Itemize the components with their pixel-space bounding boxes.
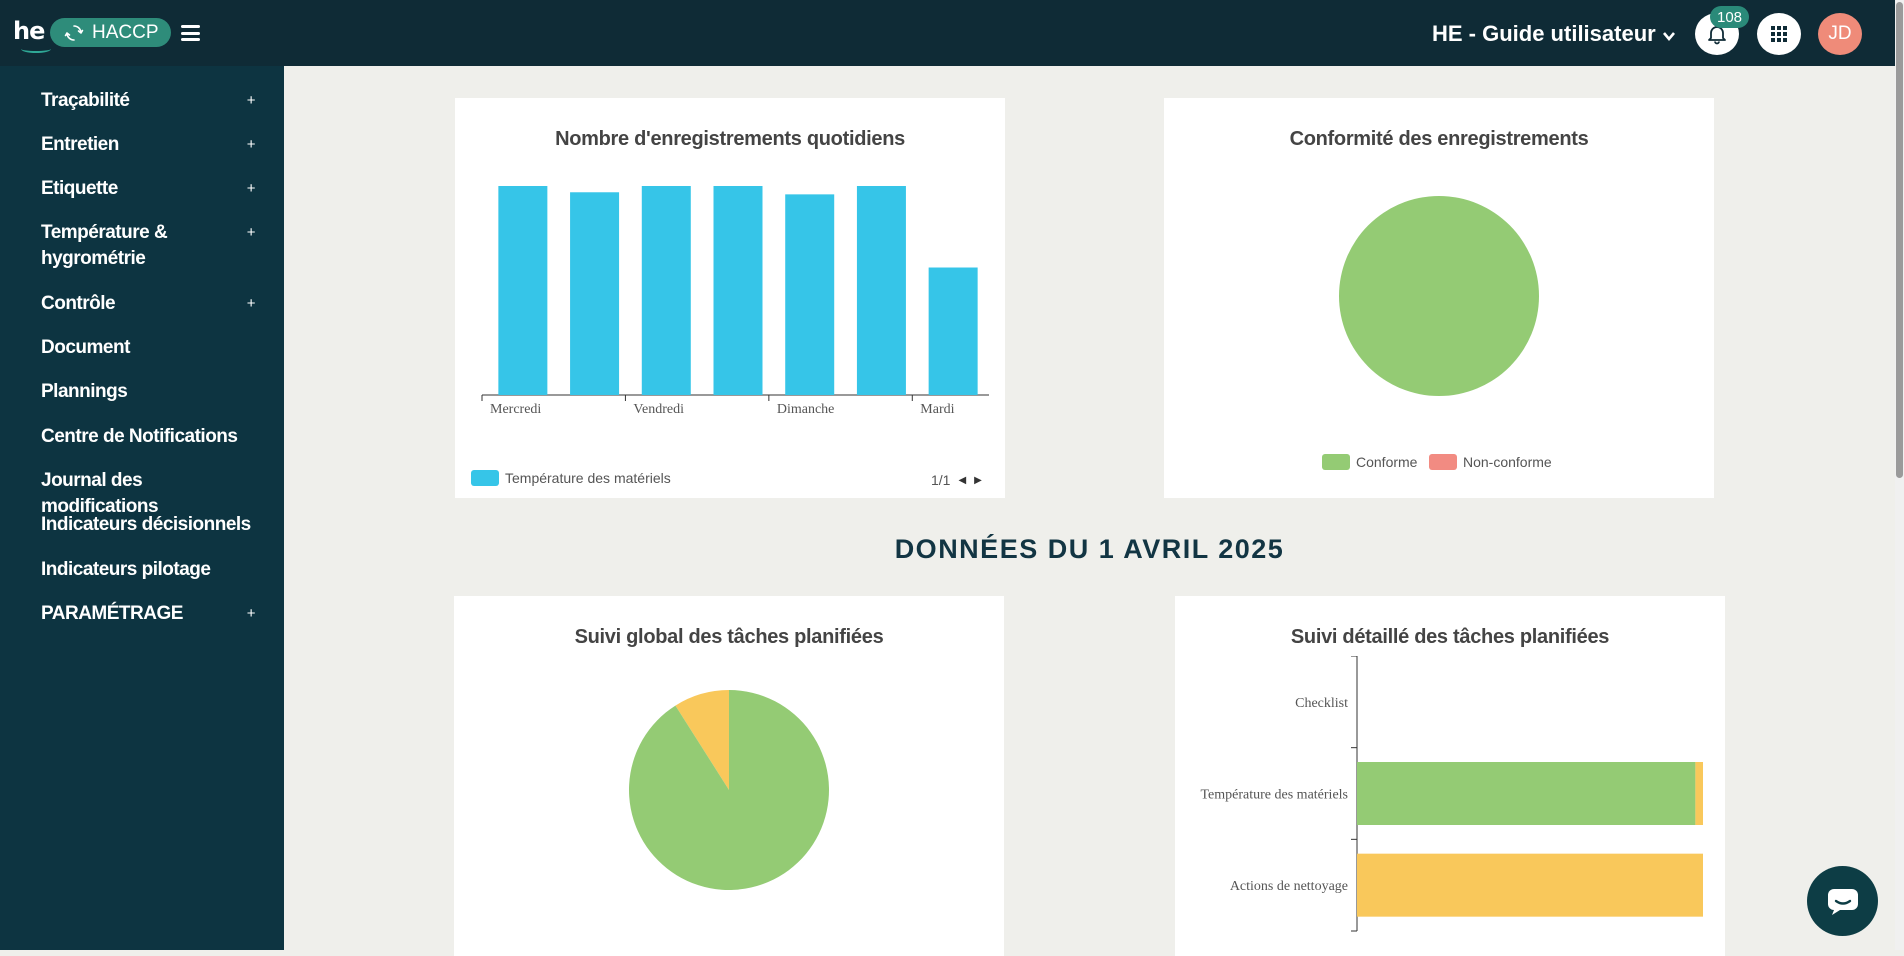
chart-title: Suivi détaillé des tâches planifiées xyxy=(1290,626,1610,648)
daily-records-card: Nombre d'enregistrements quotidiens Merc… xyxy=(455,98,1005,498)
sidebar-item-indicateurs-pilotage[interactable]: Indicateurs pilotage xyxy=(41,557,261,583)
top-bar: he HACCP HE - Guide utilisateur 108 JD xyxy=(0,0,1904,66)
haccp-product-badge[interactable]: HACCP xyxy=(50,18,171,47)
next-page-icon[interactable]: ▶ xyxy=(974,474,982,486)
expand-icon: + xyxy=(246,136,256,153)
bar-lundi xyxy=(856,186,906,395)
sidebar-item-temperature-hygrometrie[interactable]: Température & hygrométrie + xyxy=(41,220,256,272)
conformity-pie-chart xyxy=(1339,196,1539,396)
detailed-tasks-bar-chart: Checklist Température des matériels Action… xyxy=(1200,656,1703,932)
expand-icon: + xyxy=(246,605,256,622)
sidebar-item-indicateurs-decisionnels[interactable]: Indicateurs décisionnels xyxy=(41,512,261,538)
chart-title: Suivi global des tâches planifiées xyxy=(574,626,884,648)
sidebar-item-label: Indicateurs pilotage xyxy=(41,559,211,580)
user-avatar[interactable]: JD xyxy=(1818,13,1862,55)
sidebar-item-centre-notifications[interactable]: Centre de Notifications xyxy=(41,424,261,450)
sidebar-item-label: Contrôle xyxy=(41,293,116,314)
legend-label: Température des matériels xyxy=(505,470,671,486)
bar-vendredi xyxy=(641,186,691,395)
legend-swatch xyxy=(471,470,499,486)
sidebar-item-label: Etiquette xyxy=(41,178,118,199)
chat-bubble-icon xyxy=(1827,889,1858,915)
sidebar-item-label: Journal des modifications xyxy=(41,470,159,517)
section-heading: DONNÉES DU 1 AVRIL 2025 xyxy=(894,534,1285,564)
sidebar-item-label: Document xyxy=(41,337,130,358)
x-tick-label: Mercredi xyxy=(490,402,541,417)
expand-icon: + xyxy=(246,224,256,241)
x-tick-label: Dimanche xyxy=(777,402,835,417)
pie-slice-pending xyxy=(675,690,729,790)
y-tick-label: Actions de nettoyage xyxy=(1230,879,1348,894)
grid-icon xyxy=(1771,26,1787,42)
menu-toggle-icon[interactable] xyxy=(181,25,200,41)
legend-item-temperature[interactable]: Température des matériels xyxy=(471,470,671,486)
notification-count-badge: 108 xyxy=(1710,6,1750,28)
sidebar-item-label: PARAMÉTRAGE xyxy=(41,603,183,624)
chart-title: Conformité des enregistrements xyxy=(1289,128,1589,150)
y-tick-label: Checklist xyxy=(1295,696,1348,711)
prev-page-icon[interactable]: ◀ xyxy=(958,474,967,486)
sidebar-item-controle[interactable]: Contrôle + xyxy=(41,291,261,317)
he-logo[interactable]: he xyxy=(13,17,51,53)
pie-slice-done xyxy=(629,690,829,890)
detailed-tasks-card: Suivi détaillé des tâches planifiées Che… xyxy=(1175,596,1725,956)
pie-slice-conforme xyxy=(1339,196,1539,396)
chevron-down-icon xyxy=(1662,32,1675,42)
sidebar-item-label: Plannings xyxy=(41,381,128,402)
x-tick-label: Mardi xyxy=(920,402,954,417)
legend-label: Non-conforme xyxy=(1463,454,1552,470)
sidebar-item-journal-modifications[interactable]: Journal des modifications xyxy=(41,468,261,520)
x-tick-label: Vendredi xyxy=(633,402,684,417)
sidebar-item-tracabilite[interactable]: Traçabilité + xyxy=(41,88,261,114)
global-tasks-card: Suivi global des tâches planifiées xyxy=(454,596,1004,956)
bar-samedi xyxy=(713,186,763,395)
daily-records-bar-chart: Mercredi Vendredi Dimanche Mardi xyxy=(481,186,989,417)
bar-mercredi xyxy=(498,186,548,395)
legend-swatch xyxy=(1429,454,1457,470)
y-tick-label: Température des matériels xyxy=(1200,788,1348,803)
bar-dimanche xyxy=(785,194,835,395)
sidebar-item-entretien[interactable]: Entretien + xyxy=(41,132,261,158)
sidebar-item-etiquette[interactable]: Etiquette + xyxy=(41,176,261,202)
recycle-icon xyxy=(64,24,84,41)
scrollbar-thumb[interactable] xyxy=(1896,2,1903,478)
page-scrollbar[interactable] xyxy=(1895,0,1904,950)
legend-item-non-conforme[interactable]: Non-conforme xyxy=(1429,454,1552,470)
bar-mardi xyxy=(928,267,978,395)
sidebar-item-document[interactable]: Document xyxy=(41,335,261,361)
bar-segment xyxy=(1357,762,1696,825)
legend-item-conforme[interactable]: Conforme xyxy=(1322,454,1417,470)
pager-text: 1/1 xyxy=(931,472,951,488)
sidebar-item-label: Traçabilité xyxy=(41,90,130,111)
conformity-card: Conformité des enregistrements Conforme … xyxy=(1164,98,1714,498)
logo-text: he xyxy=(13,17,45,45)
legend-swatch xyxy=(1322,454,1350,470)
bar-jeudi xyxy=(570,192,620,395)
expand-icon: + xyxy=(246,92,256,109)
logo-swoosh xyxy=(21,45,51,53)
bar-segment xyxy=(1357,853,1703,917)
apps-button[interactable] xyxy=(1757,13,1801,55)
organization-name: HE - Guide utilisateur xyxy=(1432,21,1656,46)
sidebar-item-label: Entretien xyxy=(41,134,119,155)
sidebar-item-plannings[interactable]: Plannings xyxy=(41,379,261,405)
organization-selector[interactable]: HE - Guide utilisateur xyxy=(1432,20,1676,48)
sidebar-item-label: Température & hygrométrie xyxy=(41,222,168,269)
sidebar-item-label: Indicateurs décisionnels xyxy=(41,514,251,535)
sidebar-item-label: Centre de Notifications xyxy=(41,426,238,447)
expand-icon: + xyxy=(246,180,256,197)
product-label: HACCP xyxy=(92,21,159,43)
sidebar: Traçabilité + Entretien + Etiquette + Tempé… xyxy=(0,66,284,950)
expand-icon: + xyxy=(246,295,256,312)
chart-title: Nombre d'enregistrements quotidiens xyxy=(555,128,905,150)
sidebar-item-parametrage[interactable]: PARAMÉTRAGE + xyxy=(41,601,261,627)
chart-pager: 1/1 ◀ ▶ xyxy=(931,472,982,488)
bar-segment xyxy=(1695,762,1703,825)
legend-label: Conforme xyxy=(1356,454,1418,470)
global-tasks-pie-chart xyxy=(629,690,829,890)
chat-button[interactable] xyxy=(1807,866,1878,936)
